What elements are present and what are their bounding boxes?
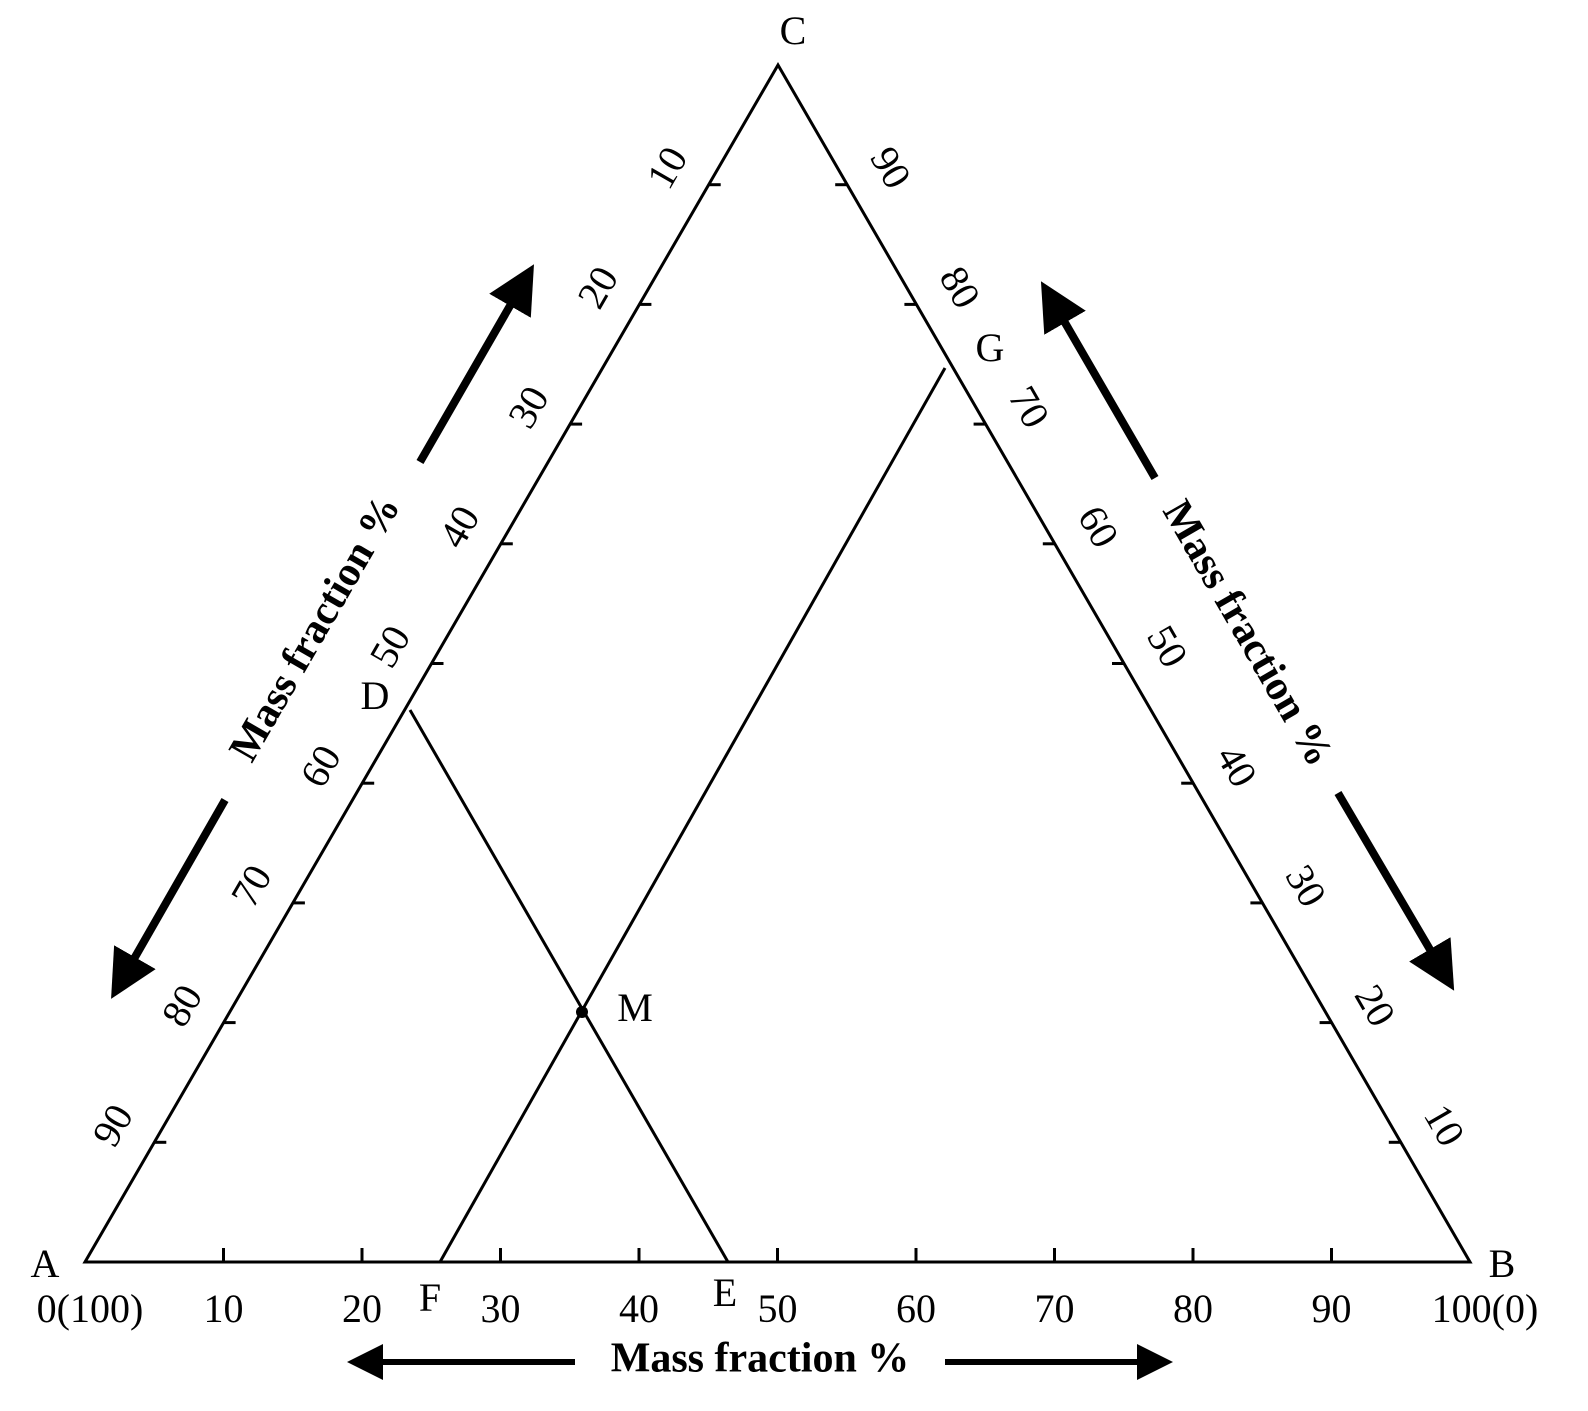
tick-label: 20	[568, 259, 627, 316]
tick-label: 10	[637, 139, 696, 196]
tick-label: 50	[758, 1286, 798, 1331]
tick-label: 10	[1415, 1097, 1474, 1154]
tick-label: 70	[1000, 378, 1059, 435]
line-de	[408, 709, 730, 1263]
point-label: M	[617, 985, 653, 1030]
tick-label: 40	[1207, 737, 1266, 794]
vertex-label: B	[1489, 1241, 1516, 1286]
vertex-label: A	[31, 1241, 60, 1286]
tick-label: 70	[1035, 1286, 1075, 1331]
tick-label: 60	[896, 1286, 936, 1331]
tick-label: 60	[291, 737, 350, 794]
tick-label: 40	[619, 1286, 659, 1331]
point-label: G	[976, 325, 1005, 370]
point-label: E	[713, 1270, 737, 1315]
tick-label: 30	[1277, 857, 1336, 914]
tick-label: 30	[481, 1286, 521, 1331]
tick-label: 80	[1173, 1286, 1213, 1331]
tick-label: 90	[861, 139, 920, 196]
arrow	[111, 798, 229, 999]
tick-label: 50	[360, 618, 419, 675]
tick-label: 10	[204, 1286, 244, 1331]
tick-label: 70	[222, 857, 281, 914]
tick-label: 60	[1069, 498, 1128, 555]
point-m	[576, 1006, 588, 1018]
tick-label: 0(100)	[37, 1286, 144, 1331]
point-label: D	[361, 673, 390, 718]
vertex-label: C	[780, 8, 807, 53]
tick-label: 80	[152, 977, 211, 1034]
tick-label: 90	[1312, 1286, 1352, 1331]
tick-label: 90	[83, 1097, 142, 1154]
axis-title: Mass fraction %	[611, 1336, 910, 1382]
point-label: F	[419, 1275, 441, 1320]
tick-label: 100(0)	[1432, 1286, 1539, 1331]
tick-label: 40	[430, 498, 489, 555]
arrow	[416, 264, 534, 464]
tick-label: 20	[342, 1286, 382, 1331]
tick-label: 30	[499, 378, 558, 435]
line-gf	[438, 367, 947, 1263]
arrow	[1334, 790, 1455, 991]
tick-label: 20	[1346, 977, 1405, 1034]
arrow	[1040, 281, 1159, 481]
tick-label: 50	[1138, 618, 1197, 675]
tick-label: 80	[931, 259, 990, 316]
